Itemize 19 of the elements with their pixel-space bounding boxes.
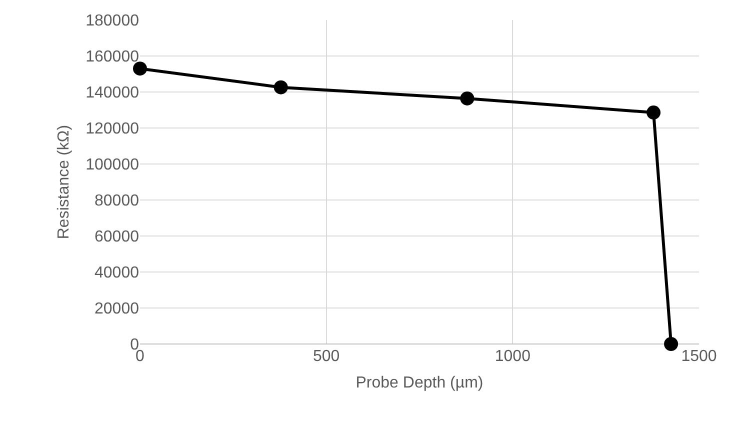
x-tick-label: 1500 (681, 348, 717, 365)
point (664, 337, 678, 351)
x-tick-label: 500 (312, 348, 340, 365)
y-tick-label: 140000 (86, 84, 140, 102)
y-tick-label: 160000 (86, 48, 140, 66)
point (646, 106, 661, 120)
point (274, 80, 288, 94)
x-tick-label: 1000 (494, 348, 531, 365)
y-tick-label: 180000 (86, 12, 140, 30)
y-tick-label: 60000 (94, 228, 140, 246)
point (460, 91, 474, 106)
y-axis-title: Resistance (kΩ) (56, 124, 73, 240)
y-tick-label: 100000 (86, 156, 140, 174)
y-tick-label: 120000 (86, 120, 140, 138)
y-tick-label: 20000 (94, 300, 140, 318)
y-tick-label: 40000 (94, 264, 140, 282)
y-tick-label: 80000 (94, 192, 140, 210)
point (133, 62, 147, 76)
x-axis-title: Probe Depth (µm) (356, 374, 484, 392)
